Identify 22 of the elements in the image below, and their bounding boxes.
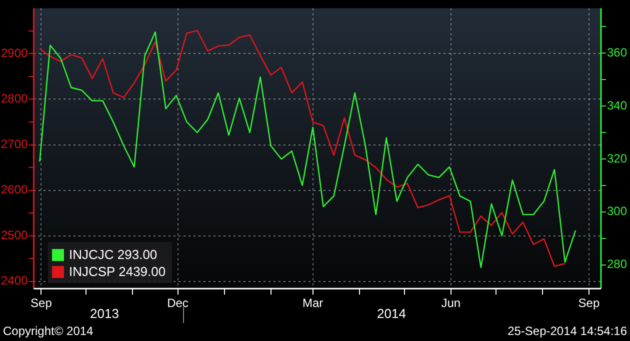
y-tick-label: 2800 (0, 92, 28, 106)
y2-tick-label: 360 (606, 45, 628, 60)
text: 2013 (90, 306, 119, 321)
text: Copyright© 2014 (3, 324, 94, 338)
y2-tick-label: 340 (606, 98, 628, 112)
x-tick-label: Sep (30, 296, 52, 310)
y2-tick-label: 320 (606, 151, 628, 166)
y2-tick-label: 280 (606, 257, 628, 272)
x-tick-label: Dec (167, 296, 188, 310)
y2-tick-label: 300 (606, 204, 628, 218)
text: 2014 (377, 306, 406, 321)
y-tick-label: 2900 (0, 46, 28, 60)
y-tick-label: 2400 (0, 274, 28, 288)
text: 25-Sep-2014 14:54:16 (508, 324, 627, 338)
legend-label: INJCJC 293.00 (69, 247, 158, 262)
legend-label: INJCSP 2439.00 (69, 264, 166, 279)
x-tick-label: Mar (302, 296, 324, 310)
y-tick-label: 2600 (0, 182, 28, 197)
y-tick-label: 2500 (0, 228, 28, 242)
x-tick-label: Sep (578, 296, 600, 310)
y-tick-label: 2700 (0, 137, 28, 152)
x-tick-label: Jun (441, 296, 461, 310)
